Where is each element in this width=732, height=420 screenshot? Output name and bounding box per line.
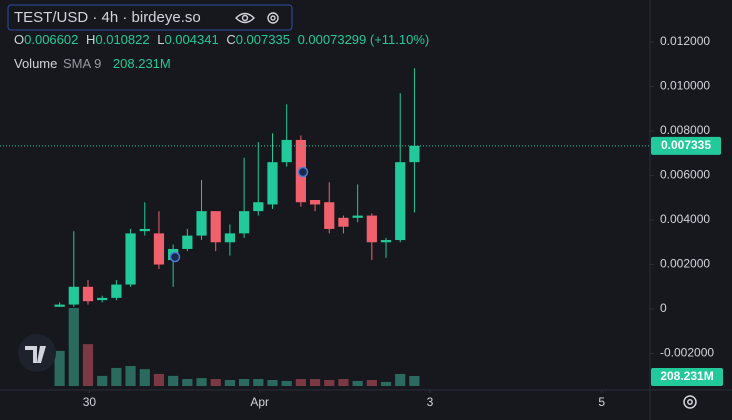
volume-bar (82, 344, 94, 386)
volume-bar (267, 379, 278, 386)
volume-bar (238, 379, 250, 386)
volume-bar (224, 379, 236, 386)
volume-bar (139, 369, 150, 386)
gear-icon[interactable] (267, 12, 279, 24)
ohlc-value: 0.010822 (95, 32, 149, 47)
candle-body (338, 217, 349, 227)
price-tag (651, 136, 721, 155)
volume-bar (295, 379, 306, 386)
y-tick-label: 0.010000 (660, 79, 710, 93)
volume-bar (125, 366, 136, 386)
volume-bar (168, 375, 179, 386)
y-tick-label: -0.002000 (660, 346, 714, 360)
y-tick-label: 0 (660, 301, 667, 315)
settings-icon[interactable] (683, 395, 697, 409)
ohlc-value: 0.007335 (236, 32, 290, 47)
ohlc-value: 0.006602 (24, 32, 78, 47)
volume-bar (196, 378, 207, 386)
chart-title: TEST/USD · 4h · birdeye.so (14, 9, 201, 26)
volume-tag (651, 368, 723, 386)
candle-body (324, 202, 335, 229)
x-tick-label: 3 (427, 395, 434, 409)
candle-body (253, 202, 264, 212)
candle-body (309, 200, 321, 205)
candle-body (182, 235, 193, 249)
volume-legend: Volume SMA 9 208.231M (14, 56, 171, 71)
volume-bar (182, 379, 193, 386)
volume-layer (54, 308, 420, 386)
candle-body (409, 145, 420, 163)
candle-body (238, 211, 250, 234)
volume-bar (352, 380, 363, 386)
candle-body (366, 215, 377, 243)
y-tick-label: 0.006000 (660, 168, 710, 182)
candle-body (380, 240, 392, 243)
eye-icon[interactable] (235, 12, 255, 24)
ohlc-letter: O (14, 32, 24, 47)
candle-body (210, 211, 221, 243)
y-tick-label: 0.012000 (660, 34, 710, 48)
volume-bar (324, 379, 335, 386)
x-tick-label: 5 (598, 395, 605, 409)
volume-bar (281, 380, 292, 386)
legend-box[interactable] (7, 4, 293, 31)
volume-bar (253, 379, 264, 386)
ohlc-value: 0.004341 (164, 32, 218, 47)
volume-bar (210, 379, 221, 386)
volume-bar (309, 379, 321, 386)
volume-bar (54, 350, 65, 386)
ohlc-letter: H (86, 32, 95, 47)
volume-bar (111, 367, 122, 386)
candle-body (196, 211, 207, 236)
candle-body (352, 215, 363, 218)
candle-body (68, 286, 79, 305)
ohlc-letter: C (226, 32, 235, 47)
change: 0.00073299 (+11.10%) (298, 32, 430, 47)
volume-bar (338, 379, 349, 386)
candle-body (153, 233, 165, 265)
candle-body (97, 297, 108, 301)
candle-body (395, 162, 406, 241)
y-tick-label: 0.002000 (660, 257, 710, 271)
candle-body (54, 304, 65, 307)
volume-tag-label: 208.231M (660, 369, 713, 383)
volume-bar (153, 373, 165, 386)
volume-title: Volume (14, 56, 57, 71)
candle-body (281, 139, 292, 163)
y-tick-label: 0.008000 (660, 123, 710, 137)
candle-body (224, 233, 236, 243)
volume-bar (409, 375, 420, 386)
candle-body (82, 286, 94, 302)
candle-body (125, 233, 136, 285)
x-tick-label: Apr (250, 395, 269, 409)
volume-bar (68, 308, 79, 386)
candle-body (267, 162, 278, 205)
price-tag-label: 0.007335 (661, 138, 711, 152)
volume-bar (97, 375, 108, 386)
volume-value: 208.231M (113, 56, 171, 71)
y-tick-label: 0.004000 (660, 212, 710, 226)
trade-marker (169, 166, 309, 263)
candle-body (139, 228, 150, 232)
volume-bar (380, 381, 392, 386)
ohlc-letter: L (157, 32, 164, 47)
candle-body (111, 284, 122, 298)
x-tick-label: 30 (83, 395, 97, 409)
volume-indicator: SMA 9 (63, 56, 101, 71)
volume-bar (366, 379, 377, 386)
tradingview-logo[interactable] (18, 334, 56, 372)
ohlc-legend: O0.006602 H0.010822 L0.004341 C0.007335 … (14, 32, 429, 47)
volume-bar (395, 373, 406, 386)
